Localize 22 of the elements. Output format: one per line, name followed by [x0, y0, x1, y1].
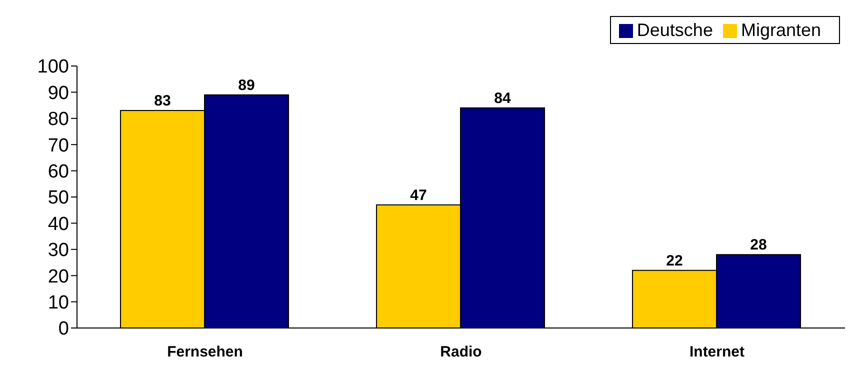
data-label: 89	[238, 76, 255, 94]
y-tick-label: 20	[48, 266, 69, 288]
legend-label: Deutsche	[636, 20, 713, 40]
y-tick-label: 60	[48, 162, 69, 183]
data-label: 22	[666, 252, 683, 270]
y-tick-label: 80	[48, 109, 69, 130]
y-tick-label: 100	[37, 56, 69, 78]
y-tick-label: 40	[48, 214, 69, 235]
x-tick-label: Radio	[440, 344, 482, 361]
y-tick-label: 50	[48, 188, 69, 209]
data-label: 28	[750, 236, 767, 254]
y-tick-label: 90	[48, 82, 69, 104]
y-tick-label: 10	[48, 292, 69, 314]
data-label: 84	[494, 90, 512, 107]
legend-label: Migranten	[740, 20, 821, 40]
data-label: 83	[154, 92, 171, 110]
x-tick-label: Fernsehen	[167, 344, 243, 361]
data-label: 47	[410, 186, 427, 204]
y-tick-label: 30	[48, 240, 69, 262]
y-tick-label: 0	[58, 318, 69, 340]
y-tick-label: 70	[48, 135, 69, 156]
x-tick-label: Internet	[689, 344, 745, 361]
